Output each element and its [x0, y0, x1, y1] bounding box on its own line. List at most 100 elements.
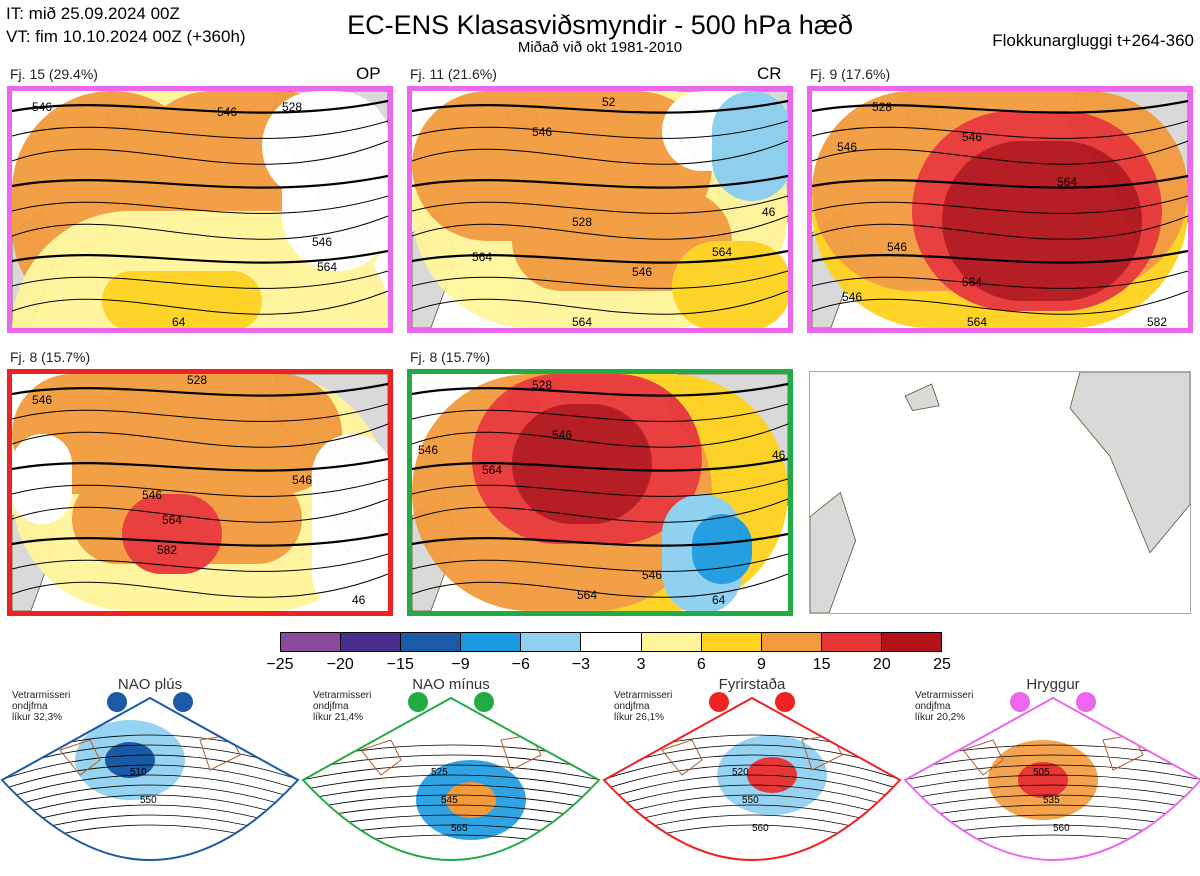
regime-contour-label: 520 — [732, 767, 749, 778]
regime-fan-outline — [903, 696, 1200, 861]
contour-line — [12, 249, 388, 264]
regime-contour — [2, 764, 298, 791]
page-subtitle: Miðað við okt 1981-2010 — [517, 39, 683, 56]
height-contours — [12, 99, 388, 315]
regime-contour-label: 560 — [1053, 823, 1070, 834]
regime-info-line: Vetrarmisseri — [915, 690, 974, 701]
contour-label: 546 — [312, 235, 332, 249]
regime-map: 525 545 565 — [301, 680, 601, 871]
greenland-shape — [1069, 372, 1190, 554]
regime-info-line: líkur 32,3% — [12, 712, 63, 723]
regime-info: Vetrarmisseri ondjfma líkur 21,4% — [313, 690, 371, 723]
anomaly-region — [122, 494, 222, 574]
colorbar-swatch — [821, 633, 882, 651]
anomaly-region — [982, 161, 1132, 281]
contour-label: 546 — [142, 488, 162, 502]
colorbar-tick-label: 3 — [636, 656, 646, 673]
contour-label: 582 — [157, 543, 177, 557]
panel-2-tag: CR — [757, 64, 782, 83]
regime-marker-dot — [775, 692, 795, 712]
contour-label: 546 — [887, 240, 907, 254]
cluster-map-panel: 546 564 582 528 546 546 46 — [7, 369, 393, 616]
contour-line — [812, 140, 1188, 165]
regime-contour — [604, 764, 900, 791]
cluster-map: 546 564 546 564 582 546 564 528 546 — [812, 91, 1188, 328]
contour-line — [12, 553, 388, 572]
contour-line — [12, 120, 388, 139]
contour-labels: 546 528 546 564 64 546 — [32, 100, 337, 328]
anomaly-colorbar — [280, 632, 942, 652]
regime-contour — [905, 774, 1200, 791]
contour-label: 564 — [482, 463, 502, 477]
contour-label: 46 — [352, 593, 366, 607]
colorbar-swatch — [461, 633, 522, 651]
regime-contour — [303, 754, 599, 771]
contour-line — [412, 99, 788, 114]
contour-line — [412, 532, 788, 547]
contour-line — [812, 195, 1188, 214]
panel-4-label: Fj. 8 (15.7%) — [10, 349, 91, 365]
panel-5-label: Fj. 8 (15.7%) — [410, 349, 491, 365]
regime-fan-outline — [301, 696, 601, 861]
contour-line — [812, 120, 1188, 139]
contour-label: 546 — [32, 393, 52, 407]
anomaly-region — [102, 271, 262, 328]
colorbar-tick-label: −9 — [451, 656, 470, 673]
contour-label: 564 — [967, 315, 987, 328]
contour-label: 46 — [762, 205, 776, 219]
contour-label: 546 — [632, 265, 652, 279]
contour-label: 564 — [162, 513, 182, 527]
regime-map: 520 550 560 — [602, 680, 902, 871]
regime-title: NAO mínus — [412, 676, 490, 693]
contour-line — [12, 174, 388, 189]
colorbar-tick-label: −20 — [326, 656, 354, 673]
regime-contour-label: 565 — [451, 823, 468, 834]
contour-labels: 564 528 546 564 564 546 52 46 — [472, 95, 776, 328]
contour-label: 528 — [282, 100, 302, 114]
regime-info-line: líkur 20,2% — [915, 712, 966, 723]
regime-info-line: líkur 26,1% — [614, 712, 665, 723]
contour-line — [812, 249, 1188, 264]
contour-line — [12, 403, 388, 422]
regime-title: Hryggur — [1026, 676, 1080, 693]
regime-title: NAO plús — [117, 676, 183, 693]
anomaly-region — [12, 434, 72, 524]
regime-contour — [2, 794, 298, 821]
regime-contour-label: 550 — [140, 795, 157, 806]
contour-line — [412, 249, 788, 264]
regime-contour-label: 560 — [752, 823, 769, 834]
regime-contour — [905, 794, 1200, 811]
contour-label: 546 — [217, 105, 237, 119]
contour-line — [12, 290, 388, 315]
contour-line — [12, 140, 388, 165]
cluster-map: 546 528 546 564 64 546 — [12, 91, 388, 328]
contour-line — [412, 140, 788, 165]
regime-info-line: ondjfma — [313, 701, 349, 712]
contour-label: 546 — [642, 568, 662, 582]
cluster-map: 564 528 546 564 564 546 52 46 — [412, 91, 788, 328]
contour-label: 546 — [418, 443, 438, 457]
regime-marker-dot — [474, 692, 494, 712]
height-contours — [412, 382, 788, 598]
contour-line — [412, 553, 788, 572]
regime-contour — [2, 784, 298, 811]
iceland-shape — [904, 383, 940, 412]
panel-1-label: Fj. 15 (29.4%) — [10, 66, 98, 82]
colorbar-swatch — [401, 633, 462, 651]
regime-contour — [604, 754, 900, 781]
contour-line — [412, 573, 788, 598]
height-contours — [812, 99, 1188, 315]
regime-info-line: Vetrarmisseri — [614, 690, 673, 701]
colorbar-swatch — [521, 633, 582, 651]
colorbar-tick-label: 20 — [872, 656, 891, 673]
contour-line — [812, 174, 1188, 189]
regime-contour — [2, 804, 298, 831]
contour-label: 528 — [872, 100, 892, 114]
contour-label: 564 — [1057, 175, 1077, 189]
colorbar-tick-label: −3 — [571, 656, 591, 673]
colorbar-tick-label: 6 — [696, 656, 706, 673]
contour-line — [412, 457, 788, 472]
valid-time: VT: fim 10.10.2024 00Z (+360h) — [6, 27, 246, 46]
contour-label: 546 — [32, 100, 52, 114]
regime-marker-dot — [709, 692, 729, 712]
